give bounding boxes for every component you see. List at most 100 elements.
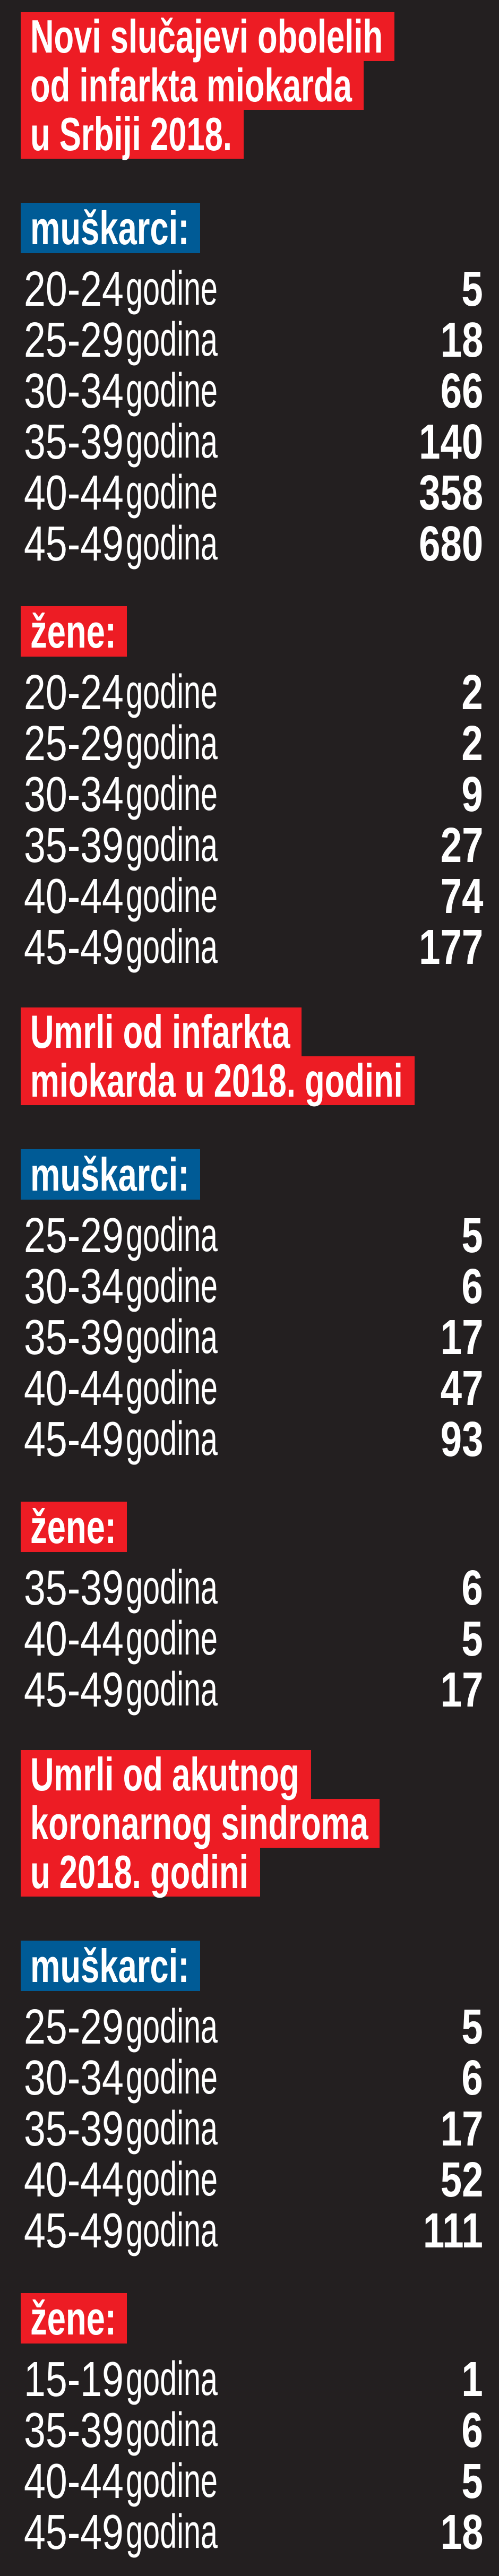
age-group: 35-39 godina: [24, 1312, 218, 1363]
age-range: 40-44: [24, 2456, 124, 2506]
case-count: 5: [461, 2456, 483, 2506]
group-label: žene:: [30, 1502, 116, 1552]
age-group: 45-49 godina: [24, 921, 218, 972]
age-unit: godine: [126, 467, 218, 518]
table-row: 40-44 godine 5: [0, 2456, 499, 2506]
case-count: 1: [461, 2354, 483, 2405]
title-text-text: od infarkta miokarda: [30, 59, 352, 111]
table-row: 25-29 godina 2: [0, 718, 499, 769]
section-title: Umrli od akutnog koronarnog sindroma u 201…: [0, 1750, 499, 1897]
age-unit: godina: [126, 2354, 218, 2405]
age-range: 35-39: [24, 416, 124, 467]
age-unit-text: godina: [126, 1412, 218, 1466]
age-unit: godina: [126, 2001, 218, 2052]
men-rows: 20-24 godine 5 25-29 godina 18 30-34 godine 6…: [0, 263, 499, 569]
age-unit-text: godina: [126, 1561, 218, 1614]
age-range-text: 25-29: [24, 1999, 124, 2054]
age-group: 35-39 godina: [24, 2405, 218, 2456]
case-count: 5: [461, 1613, 483, 1664]
age-unit: godina: [126, 1664, 218, 1715]
age-range-text: 35-39: [24, 2101, 124, 2156]
case-count-text: 177: [419, 919, 484, 975]
table-row: 30-34 godine 6: [0, 2052, 499, 2103]
group-label: žene:: [30, 2293, 116, 2344]
age-unit-text: godina: [126, 1311, 218, 1364]
case-count: 17: [441, 2103, 484, 2154]
men-rows: 25-29 godina 5 30-34 godine 6 35-39 godina 17…: [0, 2001, 499, 2256]
table-row: 40-44 godine 5: [0, 1613, 499, 1664]
age-range-text: 35-39: [24, 1309, 124, 1365]
age-range: 20-24: [24, 263, 124, 314]
age-unit-text: godine: [126, 869, 218, 923]
title-text: Novi slučajevi obolelih: [30, 12, 383, 61]
age-group: 35-39 godina: [24, 416, 218, 467]
case-count: 52: [440, 2152, 484, 2207]
table-row: 35-39 godina 6: [0, 1562, 499, 1613]
section-title-line: miokarda u 2018. godini: [21, 1056, 415, 1105]
age-range: 40-44: [24, 871, 124, 921]
table-row: 45-49 godina 17: [0, 1664, 499, 1715]
case-count: 6: [461, 2405, 483, 2456]
case-count: 47: [441, 1363, 484, 1414]
table-row: 40-44 godine 52: [0, 2154, 499, 2205]
age-unit-text: godina: [126, 415, 218, 468]
age-unit: godine: [126, 365, 218, 416]
section-title-line: u Srbiji 2018.: [21, 110, 244, 159]
age-unit-text: godina: [126, 2102, 218, 2155]
table-row: 40-44 godine 74: [0, 871, 499, 921]
case-count-text: 52: [440, 2152, 484, 2207]
age-range: 45-49: [24, 1414, 124, 1464]
age-unit: godina: [126, 718, 218, 769]
age-unit-text: godine: [126, 364, 218, 417]
age-unit: godine: [126, 667, 218, 718]
women-rows: 20-24 godine 2 25-29 godina 2 30-34 godine 9 3…: [0, 667, 499, 972]
table-row: 25-29 godina 5: [0, 2001, 499, 2052]
age-unit: godine: [126, 871, 218, 921]
age-range-text: 35-39: [24, 817, 124, 873]
group-label-text: žene:: [30, 2292, 116, 2345]
age-unit-text: godine: [126, 1612, 218, 1665]
age-range-text: 20-24: [24, 665, 124, 720]
age-unit-text: godine: [126, 262, 218, 315]
age-range-text: 35-39: [24, 2402, 124, 2458]
age-range: 25-29: [24, 2001, 124, 2052]
age-unit: godina: [126, 1312, 218, 1363]
group-label-text: žene:: [30, 1501, 116, 1553]
age-unit-text: godine: [126, 2454, 218, 2508]
age-unit-text: godina: [126, 1663, 218, 1716]
age-range: 40-44: [24, 1613, 124, 1664]
table-row: 20-24 godine 2: [0, 667, 499, 718]
age-group: 40-44 godine: [24, 2456, 218, 2506]
group-label: muškarci:: [30, 1149, 190, 1200]
section-title-line: Novi slučajevi obolelih: [21, 12, 395, 61]
men-label: muškarci:: [21, 1941, 200, 1991]
title-text: u 2018. godini: [30, 1848, 248, 1897]
age-unit: godina: [126, 2205, 218, 2256]
case-count-text: 5: [461, 2453, 483, 2509]
section-title: Novi slučajevi obolelih od infarkta mioka…: [0, 12, 499, 159]
case-count: 680: [419, 518, 483, 569]
age-range: 30-34: [24, 2052, 124, 2103]
group-label-text: muškarci:: [30, 1148, 190, 1201]
age-group: 25-29 godina: [24, 718, 218, 769]
age-range: 30-34: [24, 769, 124, 820]
age-range: 40-44: [24, 1363, 124, 1414]
case-count-text: 6: [461, 2050, 483, 2105]
case-count-text: 27: [440, 817, 484, 873]
age-group: 40-44 godine: [24, 1363, 218, 1414]
case-count: 27: [440, 817, 484, 873]
women-label: žene:: [21, 1502, 127, 1552]
case-count-text: 93: [440, 1411, 484, 1467]
section-2: Umrli od akutnog koronarnog sindroma u 201…: [0, 1750, 499, 2557]
age-group: 20-24 godine: [24, 263, 218, 314]
section-title-line: koronarnog sindroma: [21, 1799, 380, 1848]
age-unit: godina: [126, 1210, 218, 1261]
case-count: 74: [441, 871, 484, 921]
case-count: 177: [419, 921, 483, 972]
age-range: 45-49: [24, 921, 124, 972]
case-count-text: 2: [461, 665, 483, 720]
case-count: 111: [423, 2205, 483, 2256]
section-title-line: Umrli od infarkta: [21, 1007, 302, 1056]
case-count: 2: [461, 718, 483, 769]
age-group: 25-29 godina: [24, 314, 218, 365]
